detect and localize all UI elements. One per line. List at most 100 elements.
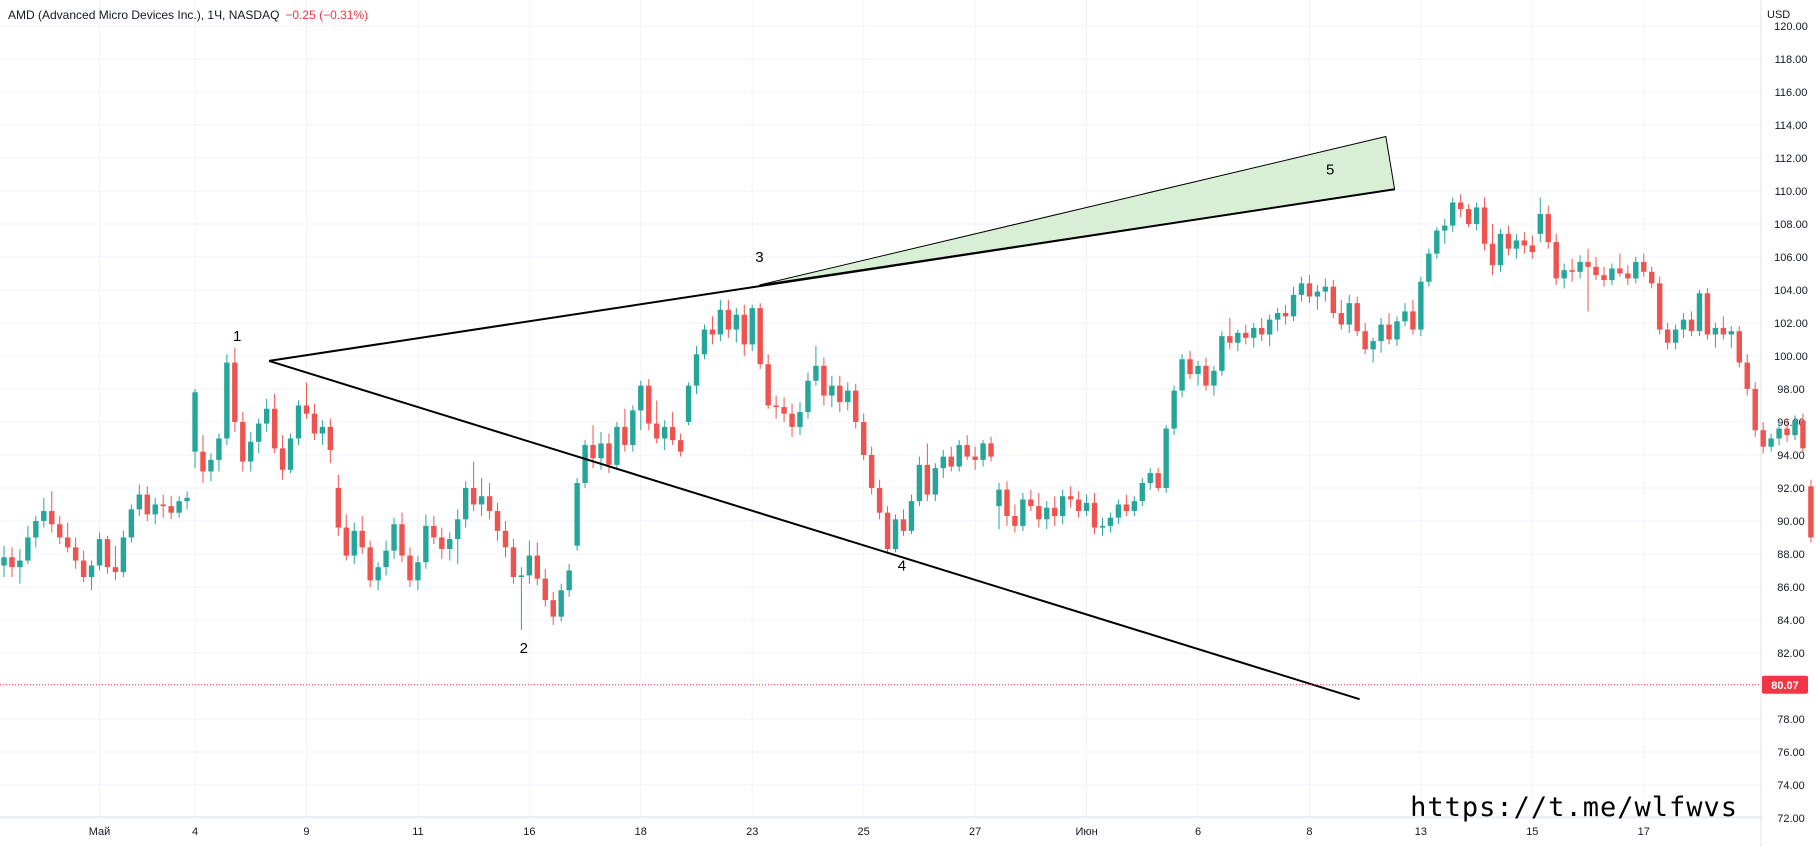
candle-body-up <box>128 509 135 538</box>
chart-header: AMD (Advanced Micro Devices Inc.), 1Ч, N… <box>8 8 368 22</box>
price-tick-label: 88.00 <box>1777 549 1805 561</box>
candle-body-up <box>319 426 326 434</box>
candle-body-down <box>240 421 246 462</box>
candle-body-up <box>1394 321 1400 340</box>
candle-body-up <box>1099 525 1106 528</box>
candle-body-up <box>1083 502 1090 512</box>
candle-body-down <box>773 405 779 408</box>
candle-body-down <box>1752 388 1758 431</box>
candle-body-up <box>980 443 986 460</box>
candles[interactable] <box>1 194 1816 692</box>
candle-body-down <box>1553 242 1559 279</box>
candle-body-up <box>1426 253 1432 282</box>
candle-body-down <box>1258 327 1265 335</box>
price-axis[interactable]: 72.0074.0076.0078.0080.0082.0084.0086.00… <box>1774 21 1808 825</box>
candle-body-up <box>1434 230 1440 254</box>
candle-body-down <box>542 578 548 601</box>
candle-body-down <box>1625 273 1631 279</box>
wave-label-2: 2 <box>520 640 528 657</box>
candle-body-up <box>1680 319 1687 330</box>
candle-body-down <box>757 308 763 365</box>
candle-body-up <box>224 362 230 439</box>
candle-body-up <box>455 519 461 540</box>
candle-body-up <box>1219 336 1225 371</box>
candle-body-down <box>1489 243 1496 266</box>
price-tick-label: 92.00 <box>1777 483 1805 495</box>
candle-body-up <box>1768 438 1774 447</box>
time-tick-label: 27 <box>969 826 981 838</box>
candle-body-down <box>550 600 556 617</box>
candle-body-down <box>1664 329 1671 343</box>
candle-body-up <box>415 562 421 581</box>
candle-body-down <box>821 365 827 396</box>
candle-body-down <box>470 487 477 505</box>
candle-body-up <box>1298 283 1305 295</box>
candle-body-up <box>598 443 604 459</box>
candle-body-down <box>80 560 87 578</box>
candle-body-down <box>200 451 206 472</box>
candle-body-up <box>1 557 7 566</box>
candle-body-up <box>263 408 270 424</box>
candle-body-up <box>996 489 1002 507</box>
candle-body-down <box>1760 430 1766 447</box>
wedge-drawing[interactable] <box>759 135 1396 286</box>
candle-body-down <box>1075 499 1082 512</box>
watermark-link[interactable]: https://t.me/wlfwvs <box>1410 792 1738 823</box>
candle-body-up <box>582 445 588 483</box>
candle-body-down <box>1012 516 1018 526</box>
candle-body-up <box>295 405 302 439</box>
candle-body-up <box>749 308 755 345</box>
candle-body-up <box>1577 261 1583 272</box>
candle-body-up <box>1139 483 1145 502</box>
candle-body-up <box>1115 504 1122 518</box>
candle-body-up <box>1537 214 1543 234</box>
price-tick-label: 114.00 <box>1775 120 1808 132</box>
candle-body-down <box>1649 271 1655 284</box>
candle-body-up <box>1290 294 1297 317</box>
candle-body-down <box>1465 209 1472 224</box>
candle-body-down <box>64 537 71 548</box>
time-tick-label: 18 <box>635 826 647 838</box>
candle-body-up <box>287 438 294 470</box>
candle-body-up <box>1020 499 1026 526</box>
candle-body-down <box>1704 293 1711 335</box>
trendlines[interactable] <box>268 188 1395 701</box>
candle-body-down <box>1545 214 1551 243</box>
time-tick-label: Май <box>89 826 111 838</box>
price-tick-label: 90.00 <box>1777 516 1805 528</box>
candle-body-down <box>1641 261 1647 272</box>
candle-body-up <box>216 438 222 460</box>
candle-body-down <box>1736 331 1742 363</box>
candle-body-up <box>1672 329 1679 343</box>
wave-label-1: 1 <box>233 328 241 345</box>
candle-body-down <box>359 530 365 548</box>
candle-body-down <box>1306 283 1313 297</box>
candle-body-down <box>494 511 501 531</box>
candle-body-down <box>1052 507 1058 516</box>
candle-body-up <box>1712 327 1719 335</box>
grid <box>0 0 1761 819</box>
candle-body-down <box>1187 359 1193 375</box>
time-tick-label: Июн <box>1075 826 1097 838</box>
candle-body-up <box>120 537 127 573</box>
candle-body-down <box>57 524 63 538</box>
candle-body-down <box>1123 504 1130 512</box>
candle-body-up <box>956 445 962 467</box>
candle-body-down <box>367 547 373 581</box>
candle-body-down <box>407 555 413 581</box>
candle-body-up <box>1370 341 1376 350</box>
candle-body-up <box>1513 240 1520 249</box>
time-axis[interactable]: Май 4 9 11 16 18 23 25 27 Июн 6 8 13 15 17 <box>89 826 1650 838</box>
price-tick-label: 104.00 <box>1774 285 1808 297</box>
candle-body-up <box>661 426 668 439</box>
candle-body-down <box>1481 207 1488 244</box>
last-price-badge <box>1762 675 1808 694</box>
candle-body-up <box>136 494 143 510</box>
candle-body-down <box>1028 499 1034 507</box>
candle-body-down <box>1330 286 1337 314</box>
candle-body-up <box>558 590 564 617</box>
candle-body-up <box>638 385 644 411</box>
price-tick-label: 112.00 <box>1775 153 1808 165</box>
